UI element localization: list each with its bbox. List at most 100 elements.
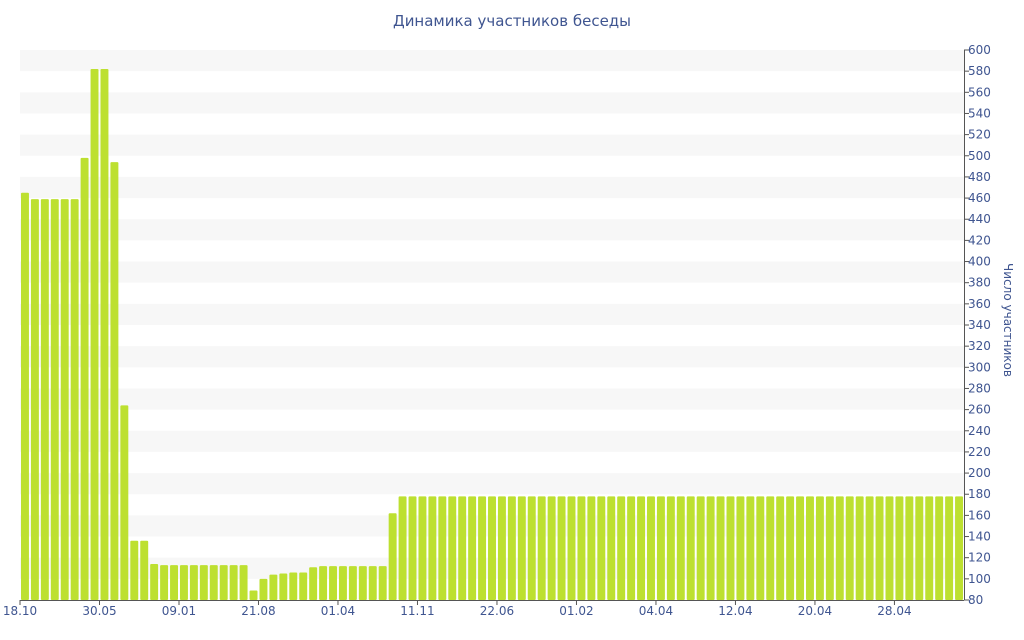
bar[interactable] — [199, 565, 208, 600]
bar[interactable] — [726, 496, 735, 600]
bar[interactable] — [607, 496, 616, 600]
bar[interactable] — [557, 496, 566, 600]
bar[interactable] — [458, 496, 467, 600]
bar[interactable] — [100, 69, 109, 601]
bar[interactable] — [786, 496, 795, 600]
bar[interactable] — [478, 496, 487, 600]
bar[interactable] — [468, 496, 477, 600]
bar[interactable] — [696, 496, 705, 600]
bar[interactable] — [239, 565, 248, 600]
bar[interactable] — [706, 496, 715, 600]
bar[interactable] — [825, 496, 834, 600]
bar[interactable] — [259, 578, 268, 600]
x-tick-label: 12.04 — [718, 604, 752, 618]
bar[interactable] — [935, 496, 944, 600]
bar[interactable] — [955, 496, 964, 600]
bar[interactable] — [647, 496, 655, 600]
bar[interactable] — [130, 540, 139, 600]
bar[interactable] — [577, 496, 586, 600]
bar[interactable] — [388, 513, 397, 600]
bar[interactable] — [527, 496, 536, 600]
bar[interactable] — [915, 496, 924, 600]
bar[interactable] — [617, 496, 626, 600]
x-tick-label: 21.08 — [241, 604, 275, 618]
bar[interactable] — [209, 565, 218, 600]
bar[interactable] — [497, 496, 506, 600]
bar[interactable] — [488, 496, 496, 600]
bar[interactable] — [776, 496, 785, 600]
bar[interactable] — [279, 573, 288, 600]
bar[interactable] — [925, 496, 934, 600]
bar[interactable] — [189, 565, 198, 600]
bar[interactable] — [299, 572, 308, 601]
bar[interactable] — [666, 496, 675, 600]
bar[interactable] — [418, 496, 427, 600]
bar[interactable] — [160, 565, 169, 600]
bar[interactable] — [537, 496, 546, 600]
bar[interactable] — [289, 572, 298, 601]
bar[interactable] — [80, 157, 89, 600]
bar[interactable] — [319, 566, 328, 600]
bar[interactable] — [448, 496, 457, 600]
bar[interactable] — [806, 496, 814, 600]
bar[interactable] — [567, 496, 576, 600]
bar[interactable] — [30, 199, 39, 600]
bar[interactable] — [428, 496, 437, 600]
bar[interactable] — [309, 567, 318, 600]
bar[interactable] — [815, 496, 824, 600]
bar[interactable] — [597, 496, 606, 600]
bar[interactable] — [140, 540, 149, 600]
bar[interactable] — [170, 565, 178, 600]
bar[interactable] — [150, 564, 159, 600]
bar[interactable] — [229, 565, 238, 600]
bar[interactable] — [627, 496, 636, 600]
bar[interactable] — [517, 496, 526, 600]
bar[interactable] — [547, 496, 556, 600]
bar[interactable] — [179, 565, 188, 600]
bar[interactable] — [865, 496, 874, 600]
bar[interactable] — [686, 496, 695, 600]
bar[interactable] — [20, 192, 29, 601]
y-axis-title: Число участников — [1001, 263, 1015, 377]
bar[interactable] — [905, 496, 914, 600]
bar[interactable] — [70, 199, 79, 600]
bar[interactable] — [60, 199, 69, 600]
bar[interactable] — [40, 199, 49, 600]
bar[interactable] — [656, 496, 665, 600]
bar[interactable] — [716, 496, 725, 600]
bar[interactable] — [676, 496, 685, 600]
bar[interactable] — [368, 566, 377, 600]
bar[interactable] — [438, 496, 447, 600]
bar[interactable] — [249, 590, 258, 600]
bar[interactable] — [637, 496, 646, 600]
bar[interactable] — [587, 496, 596, 600]
bar[interactable] — [338, 566, 347, 600]
bar[interactable] — [796, 496, 805, 600]
bar[interactable] — [110, 162, 119, 600]
x-tick-label: 09.01 — [162, 604, 196, 618]
bar[interactable] — [945, 496, 954, 600]
bar[interactable] — [408, 496, 417, 600]
bar[interactable] — [358, 566, 367, 600]
bar[interactable] — [746, 496, 755, 600]
bar[interactable] — [219, 565, 228, 600]
bar[interactable] — [348, 566, 357, 600]
bar[interactable] — [875, 496, 884, 600]
bar[interactable] — [90, 69, 99, 601]
bar[interactable] — [835, 496, 844, 600]
bar[interactable] — [855, 496, 864, 600]
bar[interactable] — [120, 405, 129, 600]
bar[interactable] — [398, 496, 407, 600]
bar[interactable] — [329, 566, 337, 600]
bar[interactable] — [756, 496, 765, 600]
bar[interactable] — [845, 496, 854, 600]
bar[interactable] — [895, 496, 904, 600]
bar[interactable] — [736, 496, 745, 600]
y-tick-label: 180 — [968, 487, 991, 501]
bar[interactable] — [269, 574, 278, 600]
bar[interactable] — [885, 496, 894, 600]
bar[interactable] — [50, 199, 59, 600]
bar[interactable] — [507, 496, 516, 600]
bar[interactable] — [766, 496, 775, 600]
bar[interactable] — [378, 566, 387, 600]
